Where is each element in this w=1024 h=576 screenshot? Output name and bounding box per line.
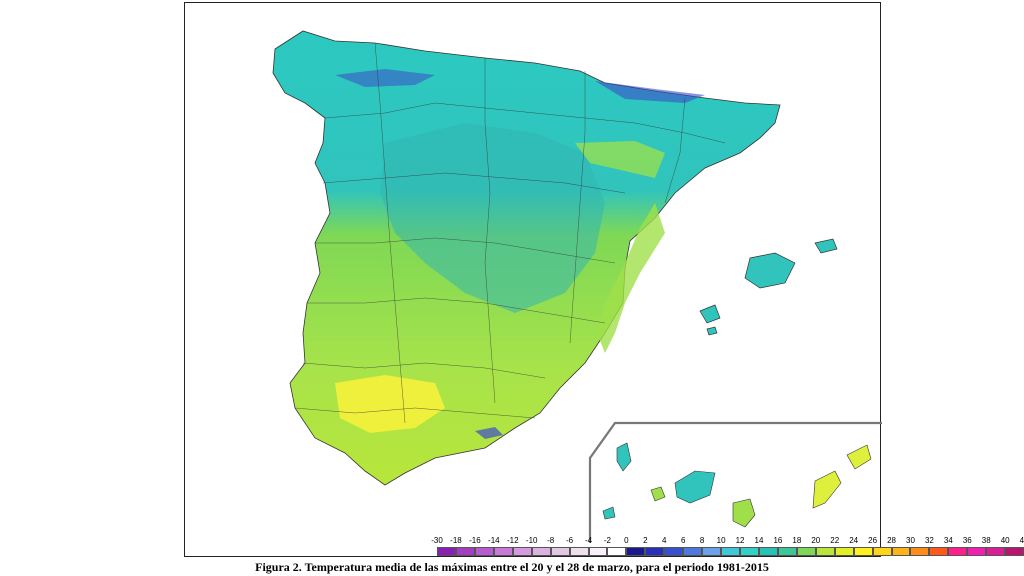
legend-swatch (834, 547, 854, 556)
legend-tick-label: 12 (735, 536, 745, 545)
legend-swatch (550, 547, 570, 556)
legend-swatch (437, 547, 456, 556)
central-plateau (380, 123, 605, 313)
legend-swatch (474, 547, 494, 556)
legend-swatch (493, 547, 513, 556)
legend-swatch (796, 547, 816, 556)
ibiza (699, 304, 721, 324)
legend-tick-label: 38 (981, 536, 991, 545)
legend-tick-label: 0 (624, 536, 629, 545)
legend-tick-label: 16 (773, 536, 783, 545)
el-hierro (602, 506, 616, 520)
legend-tick-label: 2 (643, 536, 648, 545)
legend-swatch (967, 547, 987, 556)
formentera (706, 326, 718, 336)
legend-swatch (910, 547, 930, 556)
legend-tick-label: -8 (547, 536, 555, 545)
legend-swatch (531, 547, 551, 556)
legend-swatch (607, 547, 627, 556)
legend-swatch (740, 547, 759, 556)
legend-tick-label: -16 (469, 536, 481, 545)
tenerife (674, 470, 716, 504)
legend-tick-label: 6 (680, 536, 686, 545)
legend-tick-label: -12 (506, 536, 519, 545)
south-east-cold-spot (475, 427, 503, 439)
legend-swatch (891, 547, 911, 556)
legend-tick-label: 34 (943, 536, 953, 545)
la-palma (616, 442, 632, 472)
legend-swatch (853, 547, 873, 556)
menorca (814, 238, 838, 254)
legend-tick-label: -6 (566, 536, 574, 545)
mediterranean-warm-strip (597, 203, 665, 353)
legend-swatch (986, 547, 1006, 556)
legend-tick-label: -14 (488, 536, 500, 545)
la-gomera (650, 486, 666, 502)
legend-swatch (815, 547, 835, 556)
legend-tick-label: 10 (716, 536, 726, 545)
legend-swatch (929, 547, 949, 556)
legend-swatch (645, 547, 665, 556)
legend-tick-label: 40 (1000, 536, 1010, 545)
legend-tick-label: 36 (962, 536, 972, 545)
temperature-map (272, 30, 882, 543)
legend-swatch (872, 547, 892, 556)
legend-swatch (683, 547, 703, 556)
province-borders (294, 42, 726, 424)
legend-swatch (702, 547, 722, 556)
legend-swatch (569, 547, 589, 556)
legend-swatch (1005, 547, 1024, 556)
canary-inset-frame (588, 421, 882, 543)
legend-swatch (948, 547, 968, 556)
map-frame: -30 -18 -16 -14 -12 -10 -8 -6 -4 -2 0 2 4 6 8 10 12 14 16 1… (184, 2, 1024, 557)
legend-tick-label: 42 (1019, 536, 1024, 545)
ebro-valley-warm (575, 141, 665, 178)
legend-tick-label: -10 (525, 536, 538, 545)
legend-tick-label: 18 (792, 536, 802, 545)
legend-tick-label: 20 (811, 536, 821, 545)
legend-swatch (626, 547, 646, 556)
legend-tick-label: 32 (924, 536, 934, 545)
lanzarote (846, 444, 872, 470)
legend-tick-label: -4 (584, 536, 593, 545)
legend-swatch (512, 547, 532, 556)
canary-islands (602, 442, 872, 528)
legend-swatch (588, 547, 608, 556)
legend-tick-label: 26 (868, 536, 878, 545)
legend-tick-label: -18 (450, 536, 462, 545)
legend-tick-label: 28 (887, 536, 896, 545)
cantabrian-cold-band (335, 69, 435, 87)
gran-canaria (732, 498, 756, 528)
legend-swatch (777, 547, 797, 556)
fuerteventura (812, 470, 842, 509)
legend-swatch (664, 547, 684, 556)
legend-tick-label: -2 (603, 536, 612, 545)
legend-tick-label: 4 (662, 536, 667, 545)
temperature-legend: -30 -18 -16 -14 -12 -10 -8 -6 -4 -2 0 2 4 6 8 10 12 14 16 1… (431, 536, 1024, 558)
legend-tick-label: -30 (431, 536, 443, 545)
legend-tick-label: 8 (699, 536, 705, 545)
legend-tick-label: 24 (849, 536, 859, 545)
legend-swatch (758, 547, 778, 556)
legend-tick-label: 30 (906, 536, 915, 545)
legend-swatch (721, 547, 741, 556)
legend-tick-label: 22 (830, 536, 840, 545)
guadalquivir-hot-area (335, 375, 445, 433)
mallorca (744, 252, 796, 289)
figure-caption: Figura 2. Temperatura media de las máxim… (255, 560, 769, 574)
legend-tick-label: 14 (754, 536, 764, 545)
legend-swatch (455, 547, 475, 556)
pyrenees-cold-band (595, 81, 705, 103)
